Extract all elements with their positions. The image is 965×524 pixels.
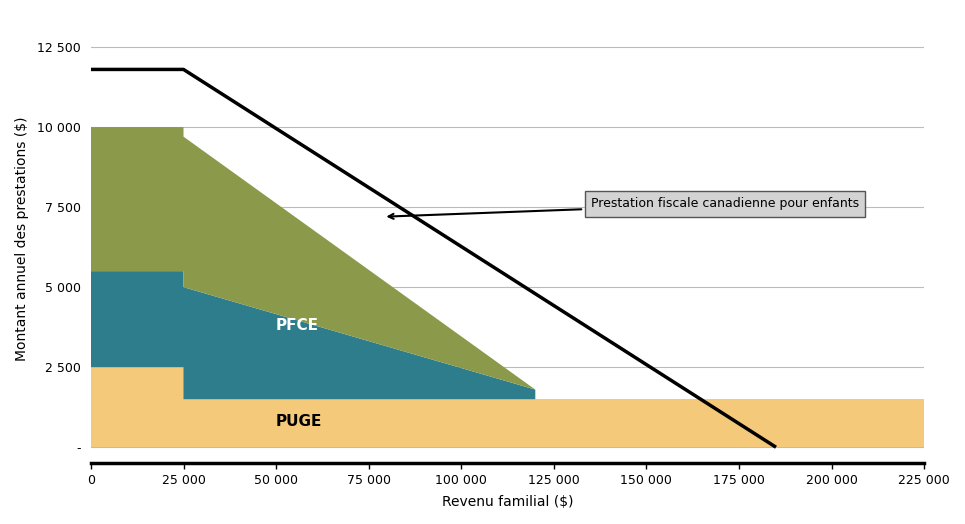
Polygon shape <box>91 127 536 390</box>
Text: PUGE: PUGE <box>276 414 322 429</box>
Text: SPNE: SPNE <box>276 183 321 199</box>
Polygon shape <box>91 367 924 447</box>
Polygon shape <box>91 271 536 399</box>
X-axis label: Revenu familial ($): Revenu familial ($) <box>442 495 573 509</box>
Text: Prestation fiscale canadienne pour enfants: Prestation fiscale canadienne pour enfan… <box>389 198 859 219</box>
Text: PFCE: PFCE <box>276 318 319 333</box>
Y-axis label: Montant annuel des prestations ($): Montant annuel des prestations ($) <box>15 117 29 362</box>
